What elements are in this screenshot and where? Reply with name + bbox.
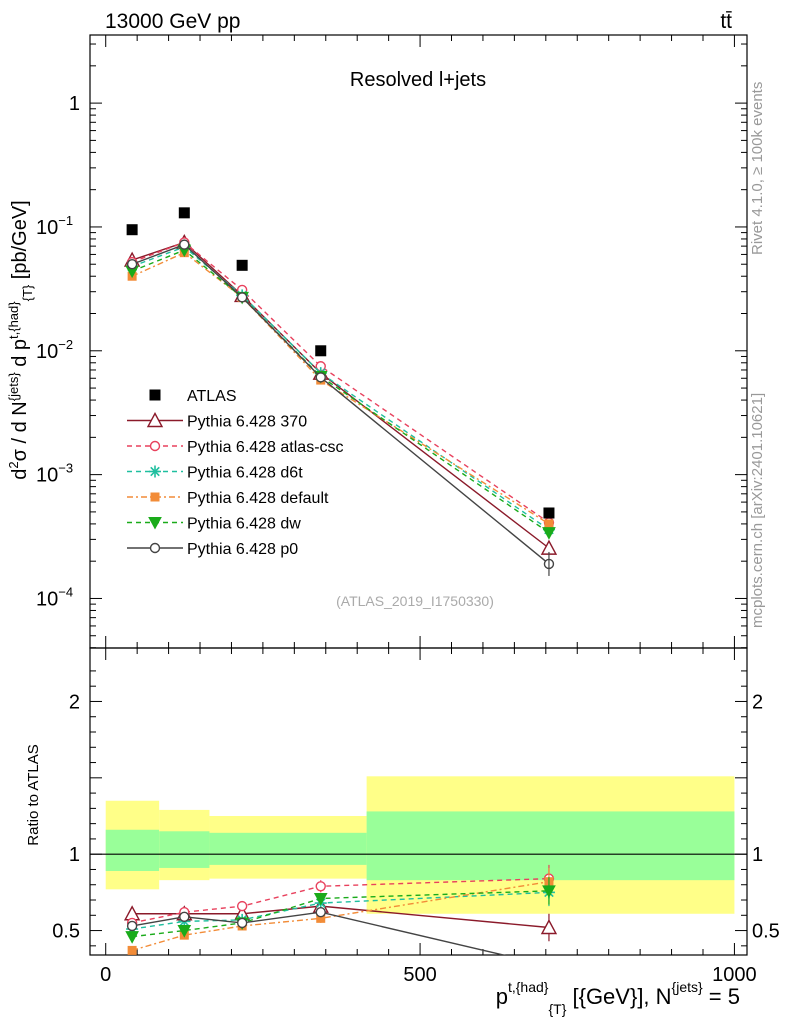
main-series bbox=[123, 207, 558, 576]
ratio-point bbox=[542, 885, 556, 898]
data-point bbox=[178, 207, 190, 219]
legend-marker bbox=[149, 465, 161, 478]
legend-marker bbox=[149, 440, 161, 452]
data-point bbox=[236, 259, 248, 271]
legend-label: Pythia 6.428 dw bbox=[187, 516, 301, 533]
legend-marker bbox=[148, 517, 162, 530]
header-process: tt̄ bbox=[720, 10, 732, 33]
ratio-y-tick-label-right: 1 bbox=[752, 844, 763, 866]
legend-label: Pythia 6.428 default bbox=[187, 490, 329, 507]
legend-marker bbox=[146, 412, 164, 428]
series-point bbox=[179, 239, 190, 250]
series-point bbox=[315, 372, 326, 383]
ratio-y-tick-label-right: 0.5 bbox=[752, 921, 780, 943]
series-line bbox=[131, 246, 550, 531]
ratio-point bbox=[313, 892, 328, 906]
rivet-label: Rivet 4.1.0, ≥ 100k events bbox=[749, 82, 766, 255]
legend-label: Pythia 6.428 370 bbox=[187, 414, 307, 431]
data-point bbox=[315, 345, 327, 357]
main-ylabel: d2σ / d N{jets} d pt,{had}{T} [pb/GeV] bbox=[6, 200, 35, 480]
analysis-tag: (ATLAS_2019_I1750330) bbox=[336, 593, 494, 609]
x-tick-label: 0 bbox=[100, 964, 111, 986]
chart-title: Resolved l+jets bbox=[350, 69, 486, 91]
ratio-bands bbox=[105, 776, 735, 914]
ratio-point bbox=[125, 931, 139, 944]
ratio-point bbox=[544, 961, 553, 970]
legend-label: Pythia 6.428 atlas-csc bbox=[187, 439, 344, 456]
asterisk-stroke bbox=[150, 466, 160, 477]
legend-marker-atlas bbox=[149, 389, 161, 401]
ratio-series bbox=[123, 864, 558, 970]
data-point bbox=[543, 507, 555, 519]
ratio-line bbox=[132, 911, 507, 955]
ratio-point bbox=[236, 900, 248, 912]
ratio-line bbox=[131, 880, 550, 952]
ratio-point bbox=[315, 881, 326, 892]
ratio-point bbox=[315, 907, 326, 918]
uncertainty-band-inner bbox=[105, 829, 160, 871]
ratio-y-tick-label: 2 bbox=[69, 691, 80, 713]
legend-marker bbox=[149, 542, 161, 554]
x-tick-label: 500 bbox=[403, 964, 436, 986]
ratio-point bbox=[127, 945, 137, 955]
ratio-y-tick-label: 1 bbox=[69, 844, 80, 866]
plot-layer: 0 500 1000 1 10−1 10−2 10−3 10−4 0.5 0.5 1 1 2 2 ATLAS… bbox=[36, 34, 780, 986]
ratio-y-tick-label: 0.5 bbox=[52, 921, 80, 943]
legend-label: Pythia 6.428 p0 bbox=[187, 541, 298, 558]
ratio-ylabel: Ratio to ATLAS bbox=[25, 744, 42, 845]
legend-label-atlas: ATLAS bbox=[187, 388, 237, 405]
legend-label: Pythia 6.428 d6t bbox=[187, 465, 303, 482]
y-tick-label: 10−4 bbox=[36, 584, 73, 610]
uncertainty-band-inner bbox=[159, 831, 210, 868]
ratio-point bbox=[177, 925, 192, 938]
x-tick-label: 1000 bbox=[712, 964, 757, 986]
ratio-point bbox=[126, 920, 138, 932]
uncertainty-band-inner bbox=[366, 811, 735, 881]
axis-ticks bbox=[90, 35, 747, 955]
data-point bbox=[126, 224, 138, 236]
header-energy: 13000 GeV pp bbox=[105, 10, 240, 33]
y-tick-label: 10−1 bbox=[36, 213, 73, 239]
ratio-point bbox=[316, 913, 326, 923]
svg-text:d2σ / d N{jets} d pt,{had}{T}: d2σ / d N{jets} d pt,{had}{T} [pb/GeV] bbox=[6, 200, 35, 480]
ratio-point bbox=[236, 917, 248, 929]
series-point bbox=[126, 259, 138, 270]
x-axis-label: pt,{had}{T} [{GeV}], N{jets} = 5 bbox=[496, 979, 740, 1017]
ratio-y-tick-label-right: 2 bbox=[752, 691, 763, 713]
y-tick-label: 10−3 bbox=[36, 461, 73, 487]
y-tick-label: 1 bbox=[69, 93, 80, 115]
svg-text:pt,{had}{T} [{GeV}], N{jets} =: pt,{had}{T} [{GeV}], N{jets} = 5 bbox=[496, 979, 740, 1017]
ratio-plot-frame bbox=[89, 647, 748, 956]
y-tick-label: 10−2 bbox=[36, 337, 73, 363]
legend: ATLAS Pythia 6.428 370 Pythia 6.428 atlas-… bbox=[127, 388, 344, 558]
legend-marker bbox=[150, 492, 160, 502]
uncertainty-band-inner bbox=[209, 832, 367, 865]
ratio-point bbox=[179, 911, 190, 923]
ratio-point bbox=[540, 919, 558, 935]
series-point bbox=[542, 527, 556, 540]
mcplots-label: mcplots.cern.ch [arXiv:2401.10621] bbox=[749, 393, 766, 628]
series-point bbox=[236, 292, 248, 303]
series-point bbox=[544, 519, 554, 529]
